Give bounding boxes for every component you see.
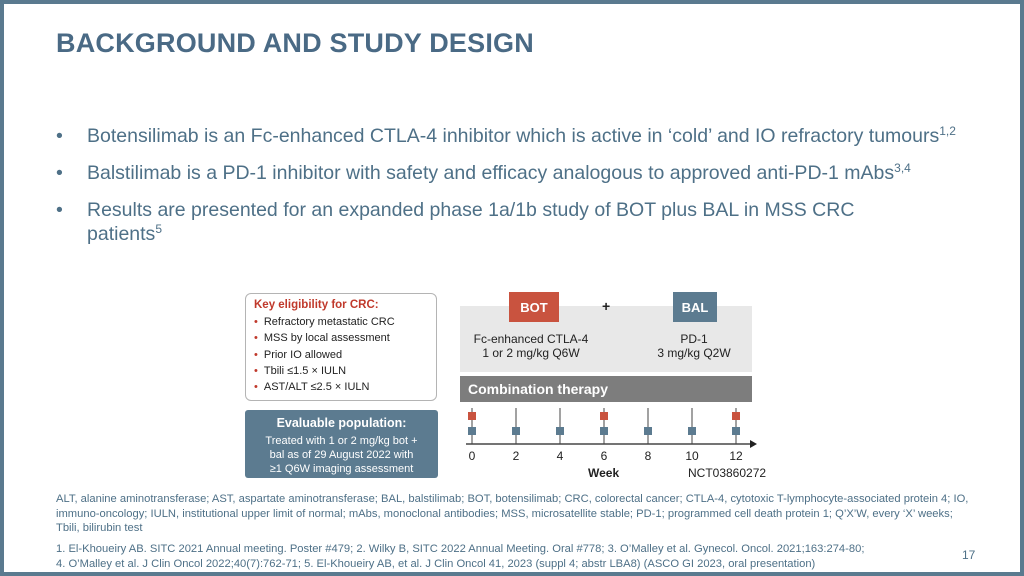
- week-tick-label: 4: [557, 449, 564, 463]
- evaluable-population-box: Evaluable population: Treated with 1 or …: [245, 410, 438, 478]
- bullet-citation: 3,4: [894, 161, 911, 175]
- bal-dose-marker: [468, 427, 476, 435]
- bal-dose-marker: [644, 427, 652, 435]
- bullet-text: Balstilimab is a PD-1 inhibitor with saf…: [87, 162, 895, 184]
- eligibility-item: • MSS by local assessment: [254, 332, 390, 345]
- bullet-dot-icon: •: [254, 381, 258, 394]
- evaluable-title: Evaluable population:: [276, 416, 407, 430]
- week-tick-label: 12: [729, 449, 743, 463]
- bal-dose-marker: [600, 427, 608, 435]
- eligibility-box: Key eligibility for CRC: • Refractory met…: [245, 293, 437, 401]
- bot-description: Fc-enhanced CTLA-4 1 or 2 mg/kg Q6W: [473, 332, 589, 360]
- week-tick-label: 2: [513, 449, 520, 463]
- eligibility-item: • Prior IO allowed: [254, 348, 343, 361]
- bullet-text: Botensilimab is an Fc-enhanced CTLA-4 in…: [87, 125, 940, 147]
- abbreviations-footnote: ALT, alanine aminotransferase; AST, aspa…: [56, 493, 969, 534]
- bullet-citation: 1,2: [939, 124, 956, 138]
- plus-sign: +: [602, 298, 611, 314]
- eligibility-item: • AST/ALT ≤2.5 × IULN: [254, 381, 370, 394]
- bullet-list: • Botensilimab is an Fc-enhanced CTLA-4 …: [56, 124, 986, 259]
- bot-tag: BOT: [509, 292, 559, 322]
- trial-id: NCT03860272: [688, 466, 767, 480]
- bullet-dot-icon: •: [56, 125, 63, 147]
- week-tick-label: 6: [601, 449, 608, 463]
- bullet-dot-icon: •: [254, 316, 258, 328]
- eligibility-list: • Refractory metastatic CRC • MSS by local…: [254, 314, 428, 395]
- week-tick-label: 8: [645, 449, 652, 463]
- bot-dose-marker: [732, 412, 740, 420]
- eligibility-item: • Tbili ≤1.5 × IULN: [254, 364, 347, 377]
- combination-therapy-bar: Combination therapy: [460, 376, 752, 402]
- bot-dose-marker: [468, 412, 476, 420]
- bullet-text: Results are presented for an expanded ph…: [87, 199, 855, 245]
- bullet-dot-icon: •: [254, 332, 258, 345]
- bullet-dot-icon: •: [254, 364, 258, 377]
- evaluable-desc: Treated with 1 or 2 mg/kg bot + bal as o…: [265, 435, 418, 475]
- bal-dose-marker: [732, 427, 740, 435]
- eligibility-item: • Refractory metastatic CRC: [254, 316, 395, 328]
- bot-dose-marker: [600, 412, 608, 420]
- references: 1. El-Khoueiry AB. SITC 2021 Annual meet…: [56, 543, 865, 570]
- week-tick-label: 0: [469, 449, 476, 463]
- bullet-dot-icon: •: [56, 162, 63, 184]
- bal-description: PD-1 3 mg/kg Q2W: [657, 332, 731, 360]
- bal-dose-marker: [556, 427, 564, 435]
- bullet-item: • Results are presented for an expanded …: [56, 198, 877, 246]
- bullet-dot-icon: •: [254, 348, 258, 361]
- bullet-citation: 5: [155, 222, 162, 236]
- bullet-item: • Balstilimab is a PD-1 inhibitor with s…: [56, 161, 986, 185]
- slide-title: BACKGROUND AND STUDY DESIGN: [56, 28, 534, 58]
- bal-dose-marker: [688, 427, 696, 435]
- arrow-head-icon: [750, 440, 757, 448]
- bal-dose-marker: [512, 427, 520, 435]
- week-tick-label: 10: [685, 449, 699, 463]
- dosing-timeline: 0 2 4 6 8 10 12: [466, 408, 757, 463]
- page-number: 17: [962, 548, 976, 562]
- bal-tag: BAL: [673, 292, 717, 322]
- bullet-item: • Botensilimab is an Fc-enhanced CTLA-4 …: [56, 124, 986, 148]
- bullet-dot-icon: •: [56, 199, 63, 221]
- eligibility-title: Key eligibility for CRC:: [254, 299, 379, 311]
- week-axis-label: Week: [588, 466, 620, 480]
